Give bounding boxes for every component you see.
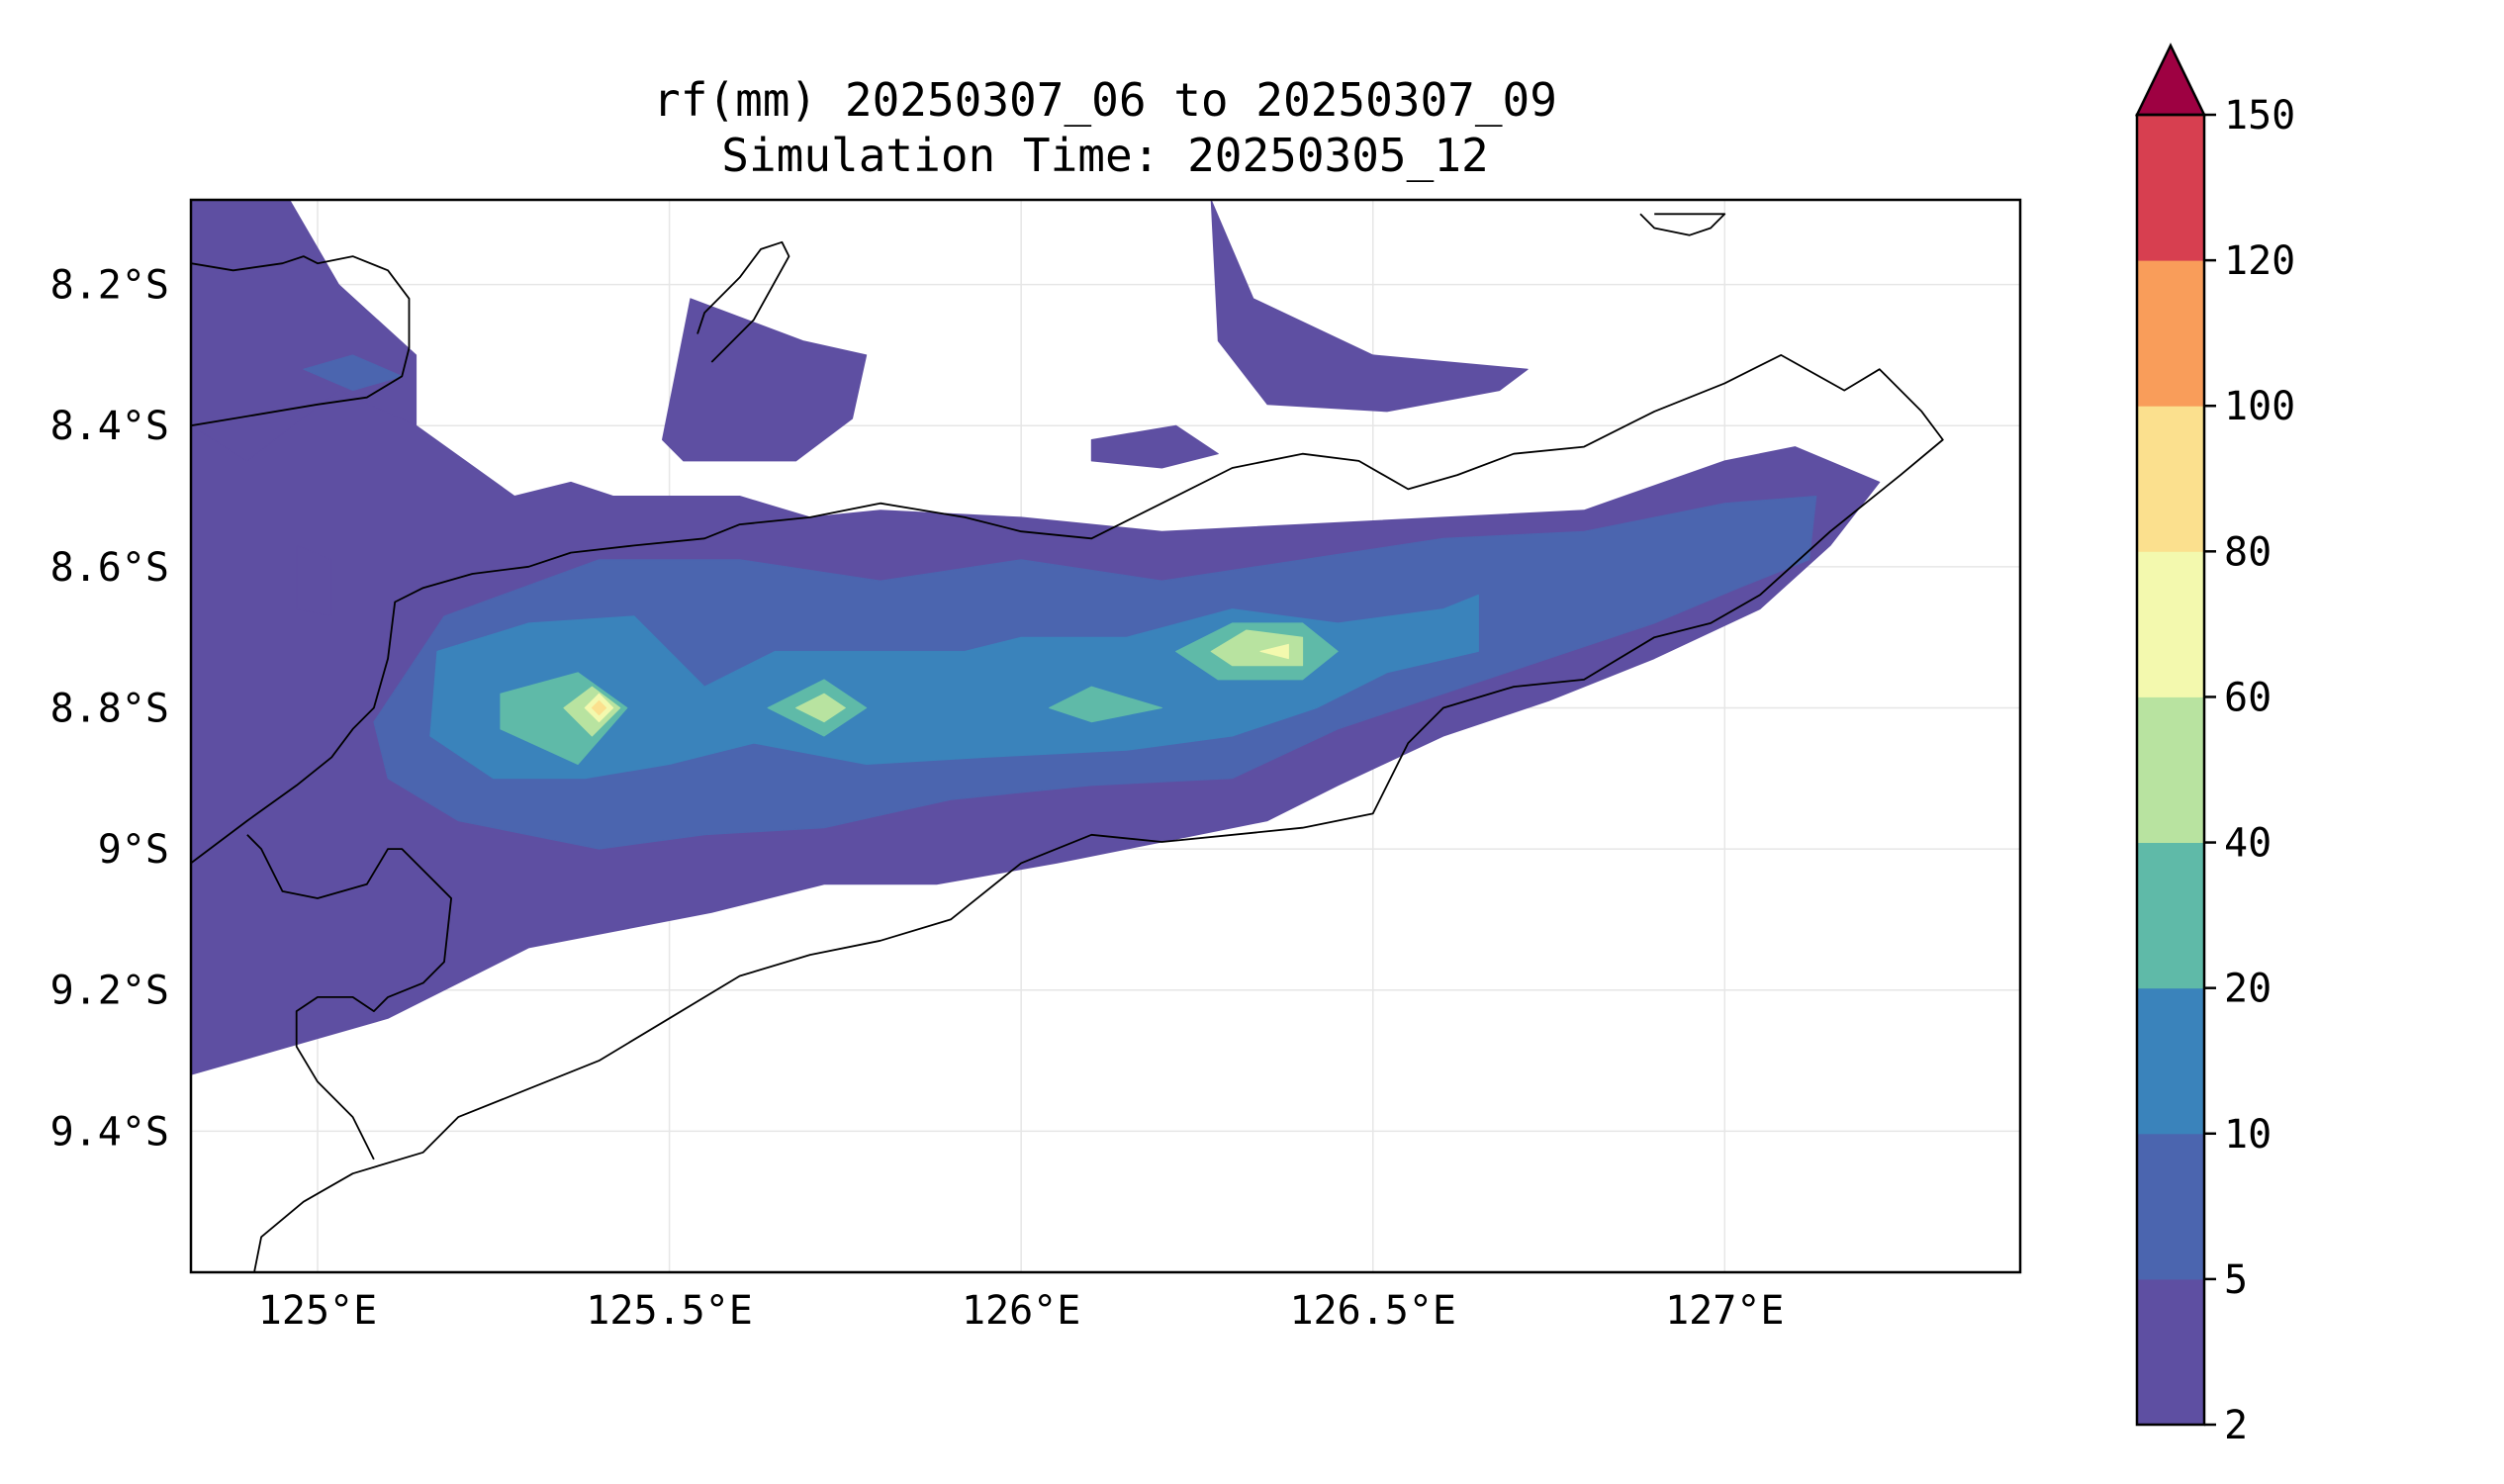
x-axis-ticks: 125°E 125.5°E 126°E 126.5°E 127°E bbox=[258, 1288, 1785, 1334]
x-tick-label-1: 125.5°E bbox=[586, 1288, 753, 1334]
y-tick-label-5: 9.2°S bbox=[50, 969, 169, 1014]
colorbar-tick-label-100: 100 bbox=[2224, 384, 2295, 429]
colorbar-frame bbox=[2135, 113, 2206, 1427]
rainfall-contours bbox=[191, 200, 1881, 1075]
colorbar-segment-100 bbox=[2137, 260, 2204, 407]
colorbar-tick-label-40: 40 bbox=[2224, 821, 2272, 867]
y-tick-label-0: 8.2°S bbox=[50, 263, 169, 309]
colorbar-tick-label-2: 2 bbox=[2224, 1403, 2248, 1448]
y-tick-label-3: 8.8°S bbox=[50, 686, 169, 731]
contour-60-80-1 bbox=[1259, 643, 1289, 660]
colorbar-tick-label-5: 5 bbox=[2224, 1257, 2248, 1303]
map-frame bbox=[189, 198, 2022, 1274]
contour-2-5-4 bbox=[1210, 200, 1529, 413]
contour-2-5-5 bbox=[1090, 424, 1219, 469]
map-axes: 125°E 125.5°E 126°E 126.5°E 127°E 8.2°S 8.4°S… bbox=[50, 198, 2022, 1334]
colorbar-segment-60 bbox=[2137, 551, 2204, 697]
contour-2-5-1 bbox=[191, 200, 417, 462]
coastlines bbox=[191, 213, 1944, 1272]
colorbar-segment-5 bbox=[2137, 1133, 2204, 1280]
x-tick-label-3: 126.5°E bbox=[1289, 1288, 1456, 1334]
colorbar-tick-label-120: 120 bbox=[2224, 238, 2295, 284]
colorbar-tick-label-80: 80 bbox=[2224, 529, 2272, 575]
coastline-1 bbox=[696, 240, 790, 363]
coastline-2 bbox=[1639, 213, 1726, 236]
colorbar-extend-max bbox=[2135, 43, 2206, 117]
title-line-1: rf(mm) 20250307_06 to 20250307_09 bbox=[653, 73, 1557, 127]
y-tick-label-6: 9.4°S bbox=[50, 1109, 169, 1155]
contour-80-100-0 bbox=[591, 699, 607, 716]
y-tick-label-1: 8.4°S bbox=[50, 404, 169, 449]
colorbar-segment-80 bbox=[2137, 406, 2204, 552]
contour-2-5-2 bbox=[296, 544, 332, 617]
colorbar-segment-2 bbox=[2137, 1278, 2204, 1426]
x-tick-label-4: 127°E bbox=[1665, 1288, 1784, 1334]
contour-20-40-2 bbox=[1049, 686, 1162, 723]
x-tick-label-2: 126°E bbox=[962, 1288, 1080, 1334]
colorbar-segment-40 bbox=[2137, 696, 2204, 843]
y-axis-ticks: 8.2°S 8.4°S 8.6°S 8.8°S 9°S 9.2°S 9.4°S bbox=[50, 263, 169, 1156]
y-tick-label-2: 8.6°S bbox=[50, 545, 169, 591]
colorbar-tick-label-10: 10 bbox=[2224, 1112, 2272, 1158]
colorbar-segment-120 bbox=[2137, 115, 2204, 261]
contour-2-5-3 bbox=[662, 298, 868, 462]
colorbar-segment-10 bbox=[2137, 987, 2204, 1135]
colorbar-tick-label-60: 60 bbox=[2224, 675, 2272, 720]
colorbar-tick-label-150: 150 bbox=[2224, 93, 2295, 139]
coastline-4 bbox=[246, 834, 452, 1160]
coastline-3 bbox=[191, 354, 1944, 1272]
colorbar-segment-20 bbox=[2137, 842, 2204, 989]
x-tick-label-0: 125°E bbox=[258, 1288, 377, 1334]
y-tick-label-4: 9°S bbox=[98, 827, 169, 873]
colorbar: 2 5 10 20 40 60 80 100 120 150 bbox=[2135, 43, 2295, 1448]
coastline-0 bbox=[191, 255, 411, 427]
title-line-2: Simulation Time: 20250305_12 bbox=[721, 129, 1488, 182]
contour-40-60-1 bbox=[795, 693, 846, 723]
colorbar-tick-label-20: 20 bbox=[2224, 967, 2272, 1012]
